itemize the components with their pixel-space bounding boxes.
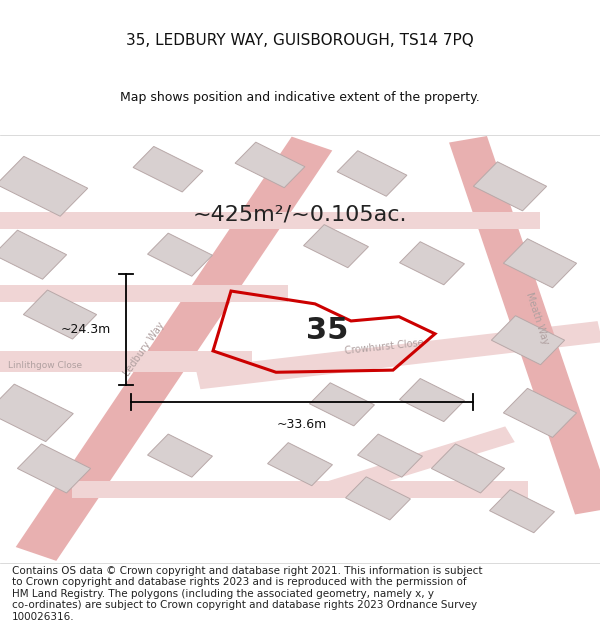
Polygon shape [148, 233, 212, 276]
Polygon shape [148, 434, 212, 477]
Polygon shape [17, 444, 91, 493]
Polygon shape [133, 146, 203, 192]
Polygon shape [0, 230, 67, 279]
Polygon shape [431, 444, 505, 493]
Text: Contains OS data © Crown copyright and database right 2021. This information is : Contains OS data © Crown copyright and d… [12, 566, 482, 622]
Polygon shape [503, 388, 577, 438]
Polygon shape [473, 162, 547, 211]
Polygon shape [16, 137, 332, 561]
Text: Map shows position and indicative extent of the property.: Map shows position and indicative extent… [120, 91, 480, 104]
Polygon shape [0, 384, 73, 442]
Polygon shape [268, 442, 332, 486]
Polygon shape [491, 316, 565, 365]
Polygon shape [0, 351, 252, 372]
Polygon shape [346, 477, 410, 520]
Text: ~33.6m: ~33.6m [277, 418, 327, 431]
Polygon shape [196, 321, 600, 389]
Polygon shape [400, 242, 464, 285]
Polygon shape [23, 290, 97, 339]
Text: Meath Way: Meath Way [524, 291, 550, 346]
Polygon shape [0, 212, 540, 229]
Polygon shape [490, 489, 554, 532]
Polygon shape [72, 481, 528, 498]
Text: ~425m²/~0.105ac.: ~425m²/~0.105ac. [193, 204, 407, 224]
Text: 35: 35 [306, 316, 348, 345]
Text: 35, LEDBURY WAY, GUISBOROUGH, TS14 7PQ: 35, LEDBURY WAY, GUISBOROUGH, TS14 7PQ [126, 33, 474, 48]
Polygon shape [358, 434, 422, 477]
Polygon shape [325, 426, 515, 498]
Polygon shape [235, 142, 305, 188]
Text: Crowhurst Close: Crowhurst Close [344, 338, 424, 356]
Polygon shape [337, 151, 407, 196]
Polygon shape [449, 136, 600, 514]
Polygon shape [503, 239, 577, 288]
Text: Ledbury Way: Ledbury Way [122, 320, 166, 378]
Text: Linlithgow Close: Linlithgow Close [8, 361, 82, 371]
Polygon shape [0, 156, 88, 216]
Polygon shape [310, 382, 374, 426]
Text: ~24.3m: ~24.3m [61, 323, 111, 336]
Polygon shape [400, 379, 464, 422]
Polygon shape [304, 224, 368, 268]
Polygon shape [0, 284, 288, 302]
